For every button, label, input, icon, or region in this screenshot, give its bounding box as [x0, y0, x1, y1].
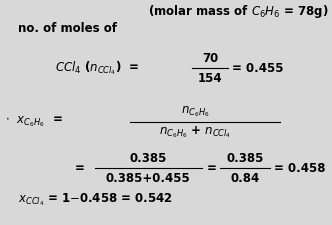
Text: =: = — [75, 162, 85, 175]
Text: 0.385+0.455: 0.385+0.455 — [106, 171, 190, 184]
Text: $x_{CCl_4}$ = 1$-$0.458 = 0.542: $x_{CCl_4}$ = 1$-$0.458 = 0.542 — [18, 192, 173, 208]
Text: $n_{C_6H_6}$ + $n_{CCl_4}$: $n_{C_6H_6}$ + $n_{CCl_4}$ — [159, 124, 231, 140]
Text: (molar mass of $C_6H_6$ = 78g): (molar mass of $C_6H_6$ = 78g) — [148, 4, 328, 20]
Text: = 0.458: = 0.458 — [274, 162, 325, 175]
Text: 0.84: 0.84 — [230, 171, 260, 184]
Text: no. of moles of: no. of moles of — [18, 22, 117, 34]
Text: =: = — [207, 162, 217, 175]
Text: $CCl_4$ ($n_{CCl_4}$)  =: $CCl_4$ ($n_{CCl_4}$) = — [55, 59, 139, 77]
Text: 154: 154 — [198, 72, 222, 85]
Text: 0.385: 0.385 — [226, 151, 264, 164]
Text: $\cdot$  $x_{C_6H_6}$  =: $\cdot$ $x_{C_6H_6}$ = — [5, 115, 63, 129]
Text: 0.385: 0.385 — [129, 151, 167, 164]
Text: $n_{C_6H_6}$: $n_{C_6H_6}$ — [181, 105, 209, 119]
Text: 70: 70 — [202, 52, 218, 65]
Text: = 0.455: = 0.455 — [232, 61, 284, 74]
